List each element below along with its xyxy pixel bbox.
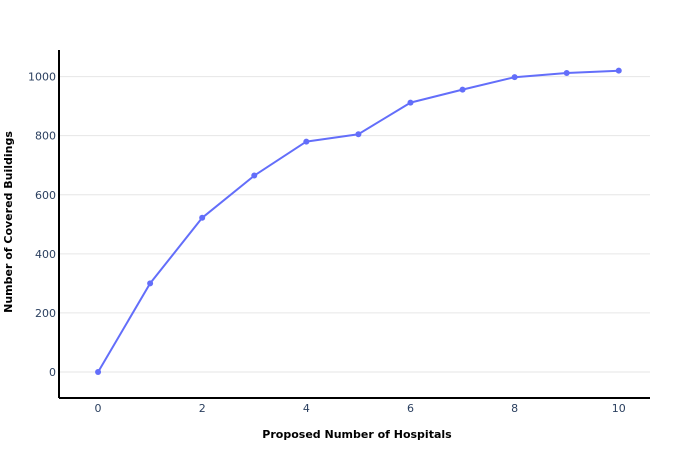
data-point <box>251 172 258 179</box>
y-tick-labels: 0 200 400 600 800 1000 <box>28 71 56 379</box>
y-tick-label: 600 <box>35 189 56 202</box>
x-tick-label: 10 <box>612 402 626 415</box>
data-point <box>459 86 466 93</box>
series-line-group <box>97 69 619 373</box>
x-axis-title: Proposed Number of Hospitals <box>262 428 452 441</box>
data-point <box>355 131 362 138</box>
y-tick-label: 1000 <box>28 71 56 84</box>
y-grid <box>59 76 650 373</box>
y-tick-label: 0 <box>49 366 56 379</box>
y-tick-label: 400 <box>35 248 56 261</box>
data-point <box>407 99 414 106</box>
data-point <box>199 214 206 221</box>
y-axis-title: Number of Covered Buildings <box>2 131 15 313</box>
y-tick-label: 800 <box>35 130 56 143</box>
series-line <box>97 69 619 373</box>
x-tick-label: 6 <box>407 402 414 415</box>
data-point <box>563 70 570 77</box>
x-tick-label: 4 <box>303 402 310 415</box>
data-point <box>95 369 102 376</box>
data-point <box>511 74 518 81</box>
data-point <box>303 138 310 145</box>
data-point <box>615 67 622 74</box>
x-tick-labels: 0 2 4 6 8 10 <box>95 402 626 415</box>
y-tick-label: 200 <box>35 307 56 320</box>
x-tick-label: 2 <box>199 402 206 415</box>
series-points-group <box>95 67 622 376</box>
x-tick-label: 0 <box>95 402 102 415</box>
data-point <box>147 280 154 287</box>
x-tick-label: 8 <box>511 402 518 415</box>
